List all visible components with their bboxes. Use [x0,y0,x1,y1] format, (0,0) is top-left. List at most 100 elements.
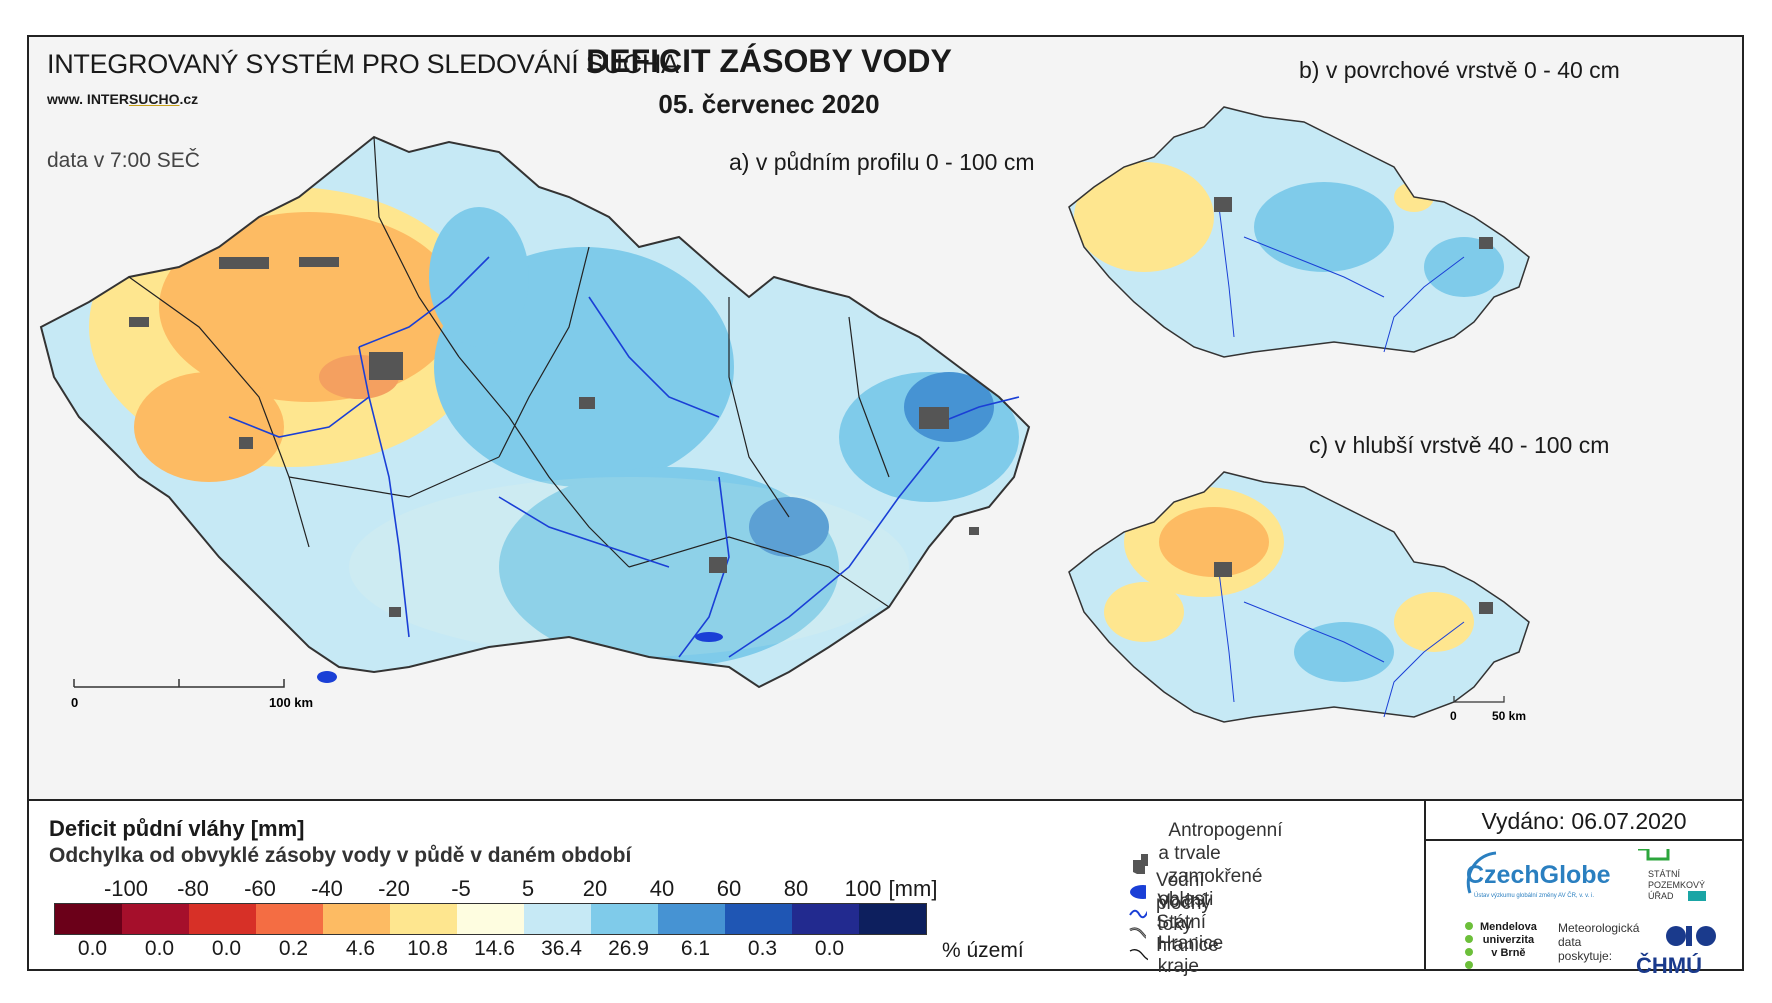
legend-percentage: 4.6 [345,937,376,960]
state-border-label: Státní hranice [1156,912,1219,956]
anthropogenic-line2: zamokřené oblasti [1158,866,1263,910]
czechglobe-logo-arc-icon [1466,851,1497,894]
key-water-bodies: Vodní plochy [1129,869,1222,915]
figure-frame: INTEGROVANÝ SYSTÉM PRO SLEDOVÁNÍ SUCHA w… [27,35,1744,978]
region-border-label: Hranice kraje [1157,933,1224,977]
map-c-label: c) v hlubší vrstvě 40 - 100 cm [1309,432,1610,458]
map-a: 0 100 km [39,135,1031,710]
mendel-line2: univerzita [1482,934,1535,946]
map-a-label: a) v půdním profilu 0 - 100 cm [729,149,1035,175]
colorbar-cell [390,904,457,934]
legend-ticks: -100 -80 -60 -40 -20 -5 5 20 40 60 80 100 [mm] [49,876,969,902]
spu-logo-text: STÁTNÍ POZEMKOVÝ ÚŘAD [1648,869,1705,902]
river-icon [1129,909,1148,919]
key-region-border: Hranice kraje [1129,932,1232,978]
legend-tick-label: -20 [378,876,410,901]
map-date: 05. červenec 2020 [658,89,880,119]
spu-accent-icon [1688,891,1706,901]
legend-percentage: 0.2 [278,937,309,960]
colorbar-cell [792,904,859,934]
legend-percentage: 36.4 [541,937,582,960]
url-suffix: .cz [179,91,199,107]
legend-percentages: 0.0 0.0 0.0 0.2 4.6 10.8 14.6 36.4 26.9 6.1 0.3 0.0 [49,937,1049,963]
rivers-label: Vodní toky [1157,891,1206,935]
scale-main-end: 100 km [269,695,313,710]
map-area: INTEGROVANÝ SYSTÉM PRO SLEDOVÁNÍ SUCHA w… [29,37,1742,799]
mendel-line3: v Brně [1491,947,1526,959]
legend-percentage: 10.8 [407,937,448,960]
colorbar-cell [524,904,591,934]
legend-tick-label: 100 [844,876,882,901]
spu-line3: ÚŘAD [1648,891,1674,901]
chmu-symbol-icon [1666,926,1716,946]
legend-tick-label: 80 [783,876,809,901]
legend-percentage: 0.3 [747,937,778,960]
state-border-icon [1129,927,1147,939]
percent-unit: % území [942,939,1024,962]
colorbar-cell [457,904,524,934]
legend-divider [1424,801,1426,969]
spu-line2: POZEMKOVÝ [1648,880,1706,890]
colorbar-cell [725,904,792,934]
main-title: DEFICIT ZÁSOBY VODY [586,43,952,79]
anthropogenic-line1: Antropogenní a trvale [1158,820,1283,864]
partner-logos: CzechGlobe Ústav výzkumu globální změny … [1426,841,1742,978]
colorbar-cell [323,904,390,934]
spu-logo-icon [1638,849,1670,861]
legend-subtitle: Odchylka od obvyklé zásoby vody v půdě v… [49,844,632,867]
legend-percentage: 0.0 [211,937,242,960]
url-highlight: SUCHO [128,91,180,107]
legend-tick-label: -60 [244,876,276,901]
meteo-line2: data [1558,935,1582,949]
colorbar-cell [55,904,122,934]
issued-box: Vydáno: 06.07.2020 [1426,801,1742,841]
legend-percentage: 26.9 [608,937,649,960]
colorbar-cell [189,904,256,934]
legend-tick-label: 60 [716,876,742,901]
url-prefix: www. INTER [47,91,129,107]
issued-date: Vydáno: 06.07.2020 [1481,808,1687,834]
mendelu-logo: Mendelova univerzita v Brně [1480,921,1537,960]
legend-tick-label: -100 [103,876,149,901]
map-c: 0 50 km [1068,471,1530,723]
map-b [1068,106,1530,358]
scale-main-start: 0 [71,695,78,710]
legend-tick-label: 40 [649,876,675,901]
website-url[interactable]: www. INTERSUCHO.cz [47,91,198,107]
scale-small-end: 50 km [1492,709,1526,723]
legend-tick-label: [mm] [888,876,938,901]
anthropogenic-icon [1133,854,1149,874]
legend-tick-label: -5 [451,876,471,901]
map-b-label: b) v povrchové vrstvě 0 - 40 cm [1299,57,1620,83]
legend-percentage: 14.6 [474,937,515,960]
spu-line1: STÁTNÍ [1648,869,1681,879]
system-title: INTEGROVANÝ SYSTÉM PRO SLEDOVÁNÍ SUCHA [47,49,679,79]
legend-tick-label: -80 [177,876,209,901]
legend-tick-label: 20 [582,876,608,901]
colorbar-cell [256,904,323,934]
key-rivers: Vodní toky [1129,890,1216,936]
legend-tick-label: -40 [311,876,343,901]
meteo-line1: Meteorologická [1558,921,1640,935]
mendel-line1: Mendelova [1480,921,1537,933]
czechglobe-sub: Ústav výzkumu globální změny AV ČR, v. v… [1474,893,1595,899]
key-state-border: Státní hranice [1129,911,1229,957]
scale-small-start: 0 [1450,709,1457,723]
colorbar-cell [591,904,658,934]
legend-percentage: 6.1 [680,937,711,960]
legend-area: Deficit půdní vláhy [mm] Odchylka od obv… [29,799,1742,978]
legend-percentage: 0.0 [144,937,175,960]
key-anthropogenic: Antropogenní a trvale zamokřené oblasti [1129,819,1291,911]
data-time: data v 7:00 SEČ [47,149,200,172]
meteo-line3: poskytuje: [1558,949,1613,963]
colorbar-cell [658,904,725,934]
region-border-icon [1129,949,1148,961]
legend-percentage: 0.0 [814,937,845,960]
meteo-data-text: Meteorologická data poskytuje: [1558,921,1639,963]
legend-colorbar [54,903,927,935]
colorbar-cell [122,904,189,934]
water-body-icon [1130,885,1146,899]
water-bodies-label: Vodní plochy [1155,870,1211,914]
mendelu-dots-icon [1465,922,1473,969]
chmu-logo: ČHMÚ [1636,953,1702,978]
